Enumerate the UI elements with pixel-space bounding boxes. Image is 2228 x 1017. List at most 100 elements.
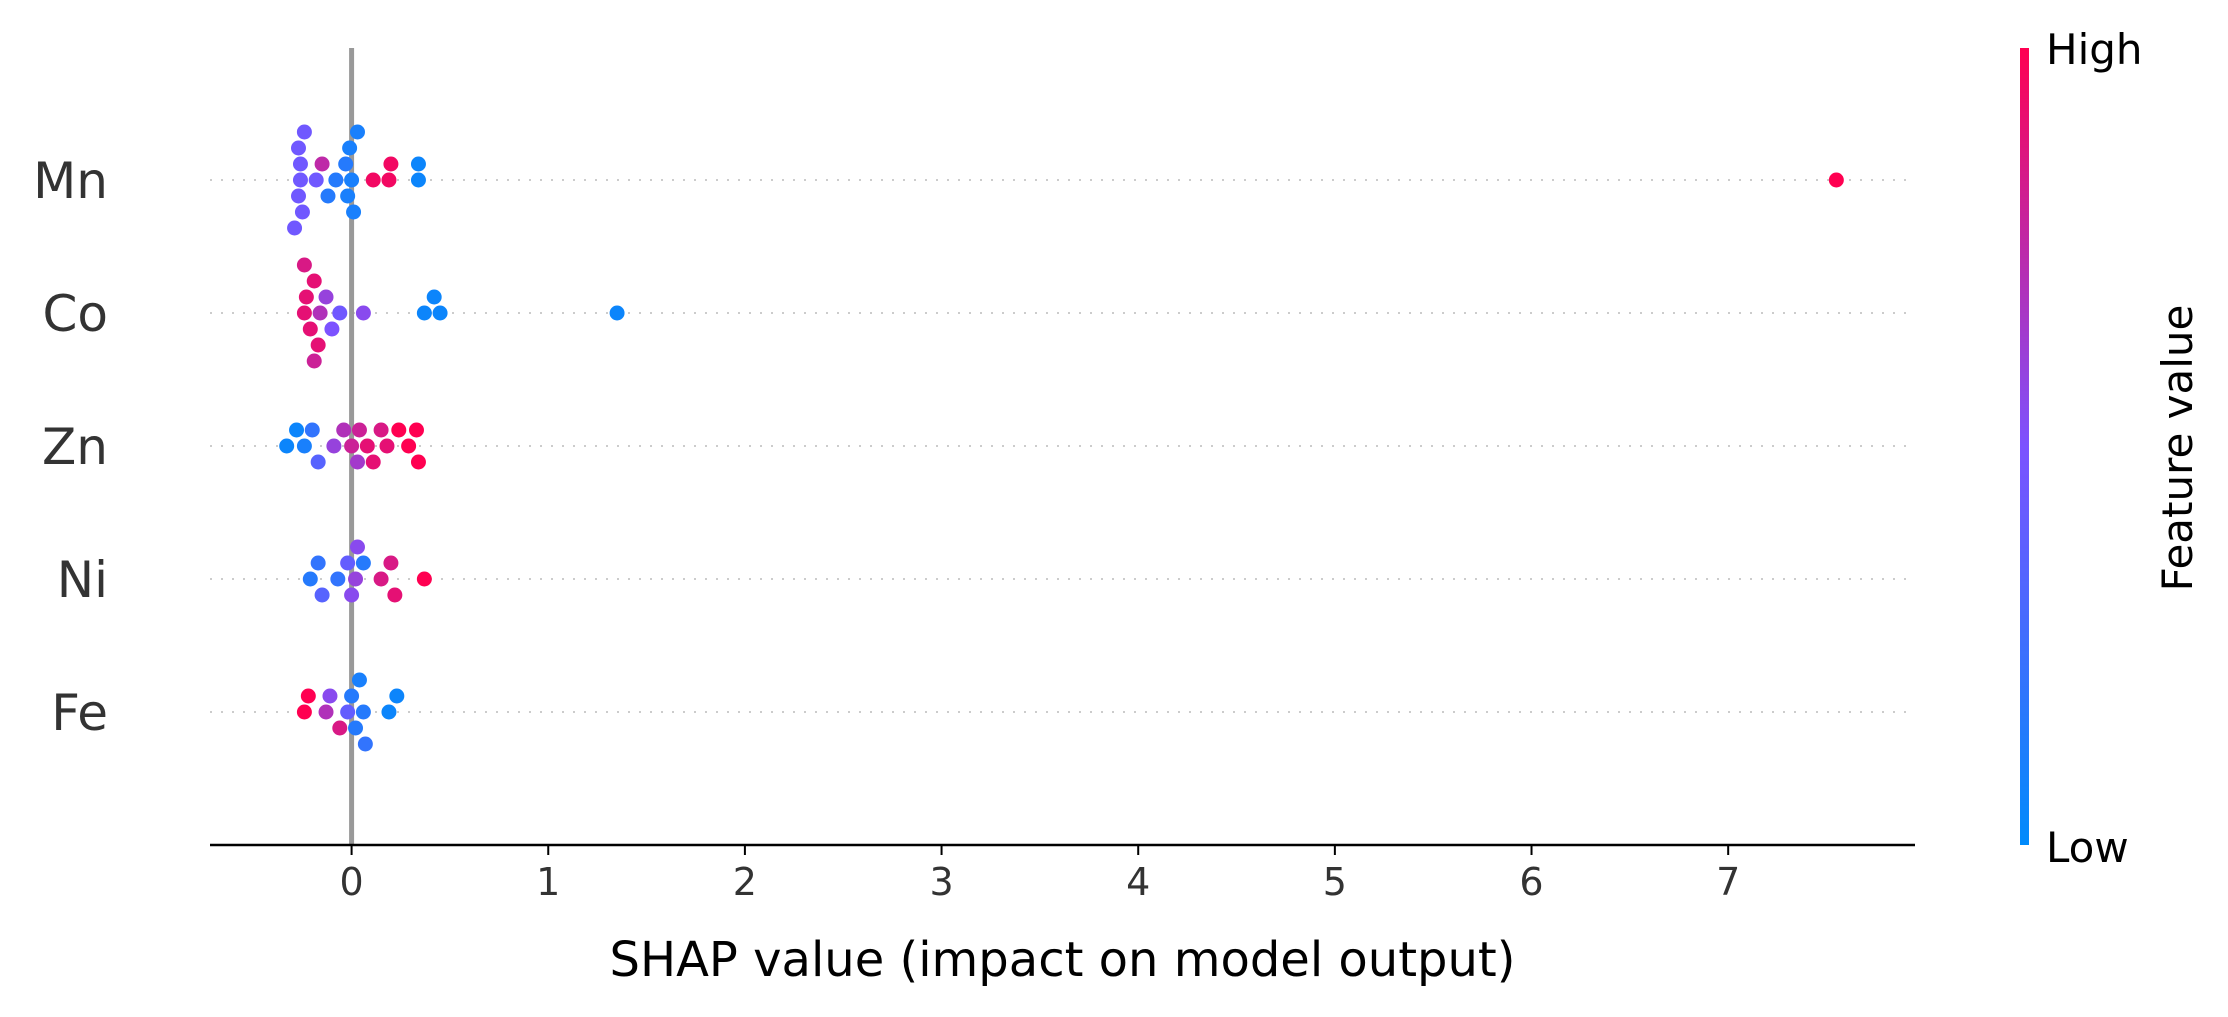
point-ni-3 xyxy=(330,571,346,587)
point-mn-0 xyxy=(292,172,308,188)
point-mn-1 xyxy=(292,156,308,172)
point-co-11 xyxy=(355,305,371,321)
point-co-10 xyxy=(332,305,348,321)
x-tick-label-5: 5 xyxy=(1323,860,1347,904)
x-tick-label-1: 1 xyxy=(536,860,560,904)
point-mn-21 xyxy=(410,156,426,172)
point-ni-12 xyxy=(416,571,432,587)
point-ni-4 xyxy=(340,555,356,571)
point-zn-16 xyxy=(408,422,424,438)
point-co-5 xyxy=(296,257,312,273)
point-fe-5 xyxy=(340,704,356,720)
point-zn-8 xyxy=(349,454,365,470)
point-co-1 xyxy=(298,289,314,305)
colorbar-low-label: Low xyxy=(2046,823,2129,872)
point-zn-3 xyxy=(304,422,320,438)
point-mn-11 xyxy=(338,156,354,172)
point-co-0 xyxy=(296,305,312,321)
point-co-2 xyxy=(302,321,318,337)
colorbar-high-label: High xyxy=(2046,25,2143,74)
point-mn-9 xyxy=(320,188,336,204)
point-ni-2 xyxy=(314,587,330,603)
feature-label-zn: Zn xyxy=(42,418,108,476)
point-mn-2 xyxy=(290,188,306,204)
feature-rows: Mn Co Zn Ni Fe xyxy=(33,152,1915,742)
point-fe-12 xyxy=(389,688,405,704)
point-zn-7 xyxy=(344,438,360,454)
point-ni-1 xyxy=(310,555,326,571)
point-mn-5 xyxy=(296,124,312,140)
point-fe-4 xyxy=(332,720,348,736)
point-fe-9 xyxy=(355,704,371,720)
point-zn-13 xyxy=(379,438,395,454)
point-mn-12 xyxy=(340,188,356,204)
point-zn-15 xyxy=(401,438,417,454)
point-fe-0 xyxy=(296,704,312,720)
point-mn-16 xyxy=(349,124,365,140)
points-layer xyxy=(279,124,1844,752)
point-ni-5 xyxy=(344,587,360,603)
point-zn-4 xyxy=(310,454,326,470)
feature-label-fe: Fe xyxy=(51,684,108,742)
point-zn-17 xyxy=(410,454,426,470)
point-zn-5 xyxy=(326,438,342,454)
point-ni-7 xyxy=(349,539,365,555)
point-co-9 xyxy=(324,321,340,337)
point-mn-17 xyxy=(365,172,381,188)
point-mn-20 xyxy=(410,172,426,188)
point-fe-6 xyxy=(344,688,360,704)
colorbar xyxy=(2020,48,2029,845)
point-ni-8 xyxy=(355,555,371,571)
point-mn-3 xyxy=(290,140,306,156)
point-ni-10 xyxy=(383,555,399,571)
point-zn-11 xyxy=(365,454,381,470)
point-fe-2 xyxy=(318,704,334,720)
point-ni-6 xyxy=(348,571,364,587)
point-zn-9 xyxy=(351,422,367,438)
point-mn-4 xyxy=(294,204,310,220)
point-zn-2 xyxy=(296,438,312,454)
point-mn-13 xyxy=(342,140,358,156)
point-ni-9 xyxy=(373,571,389,587)
point-co-3 xyxy=(306,273,322,289)
feature-label-mn: Mn xyxy=(33,152,108,210)
x-tick-label-6: 6 xyxy=(1519,860,1543,904)
point-co-8 xyxy=(318,289,334,305)
x-tick-label-3: 3 xyxy=(929,860,953,904)
point-mn-14 xyxy=(344,172,360,188)
x-tick-label-0: 0 xyxy=(339,860,363,904)
point-co-14 xyxy=(432,305,448,321)
x-tick-label-4: 4 xyxy=(1126,860,1150,904)
point-co-7 xyxy=(312,305,328,321)
point-mn-18 xyxy=(381,172,397,188)
point-zn-14 xyxy=(391,422,407,438)
point-mn-10 xyxy=(328,172,344,188)
point-zn-6 xyxy=(336,422,352,438)
feature-label-co: Co xyxy=(42,285,108,343)
point-ni-11 xyxy=(387,587,403,603)
point-mn-7 xyxy=(308,172,324,188)
point-fe-8 xyxy=(351,672,367,688)
point-co-12 xyxy=(416,305,432,321)
x-tick-label-2: 2 xyxy=(733,860,757,904)
point-mn-8 xyxy=(314,156,330,172)
x-axis-ticks: 0 1 2 3 4 5 6 7 xyxy=(339,845,1740,904)
point-zn-0 xyxy=(279,438,295,454)
point-mn-15 xyxy=(346,204,362,220)
feature-label-ni: Ni xyxy=(57,551,108,609)
point-co-4 xyxy=(310,337,326,353)
point-zn-10 xyxy=(359,438,375,454)
point-fe-1 xyxy=(300,688,316,704)
colorbar-title: Feature value xyxy=(2153,305,2202,592)
point-co-15 xyxy=(609,305,625,321)
point-mn-19 xyxy=(383,156,399,172)
point-co-13 xyxy=(426,289,442,305)
point-fe-10 xyxy=(357,736,373,752)
x-tick-label-7: 7 xyxy=(1716,860,1740,904)
point-zn-12 xyxy=(373,422,389,438)
point-mn-22 xyxy=(1828,172,1844,188)
point-fe-7 xyxy=(348,720,364,736)
x-axis-title: SHAP value (impact on model output) xyxy=(610,932,1516,988)
point-fe-11 xyxy=(381,704,397,720)
